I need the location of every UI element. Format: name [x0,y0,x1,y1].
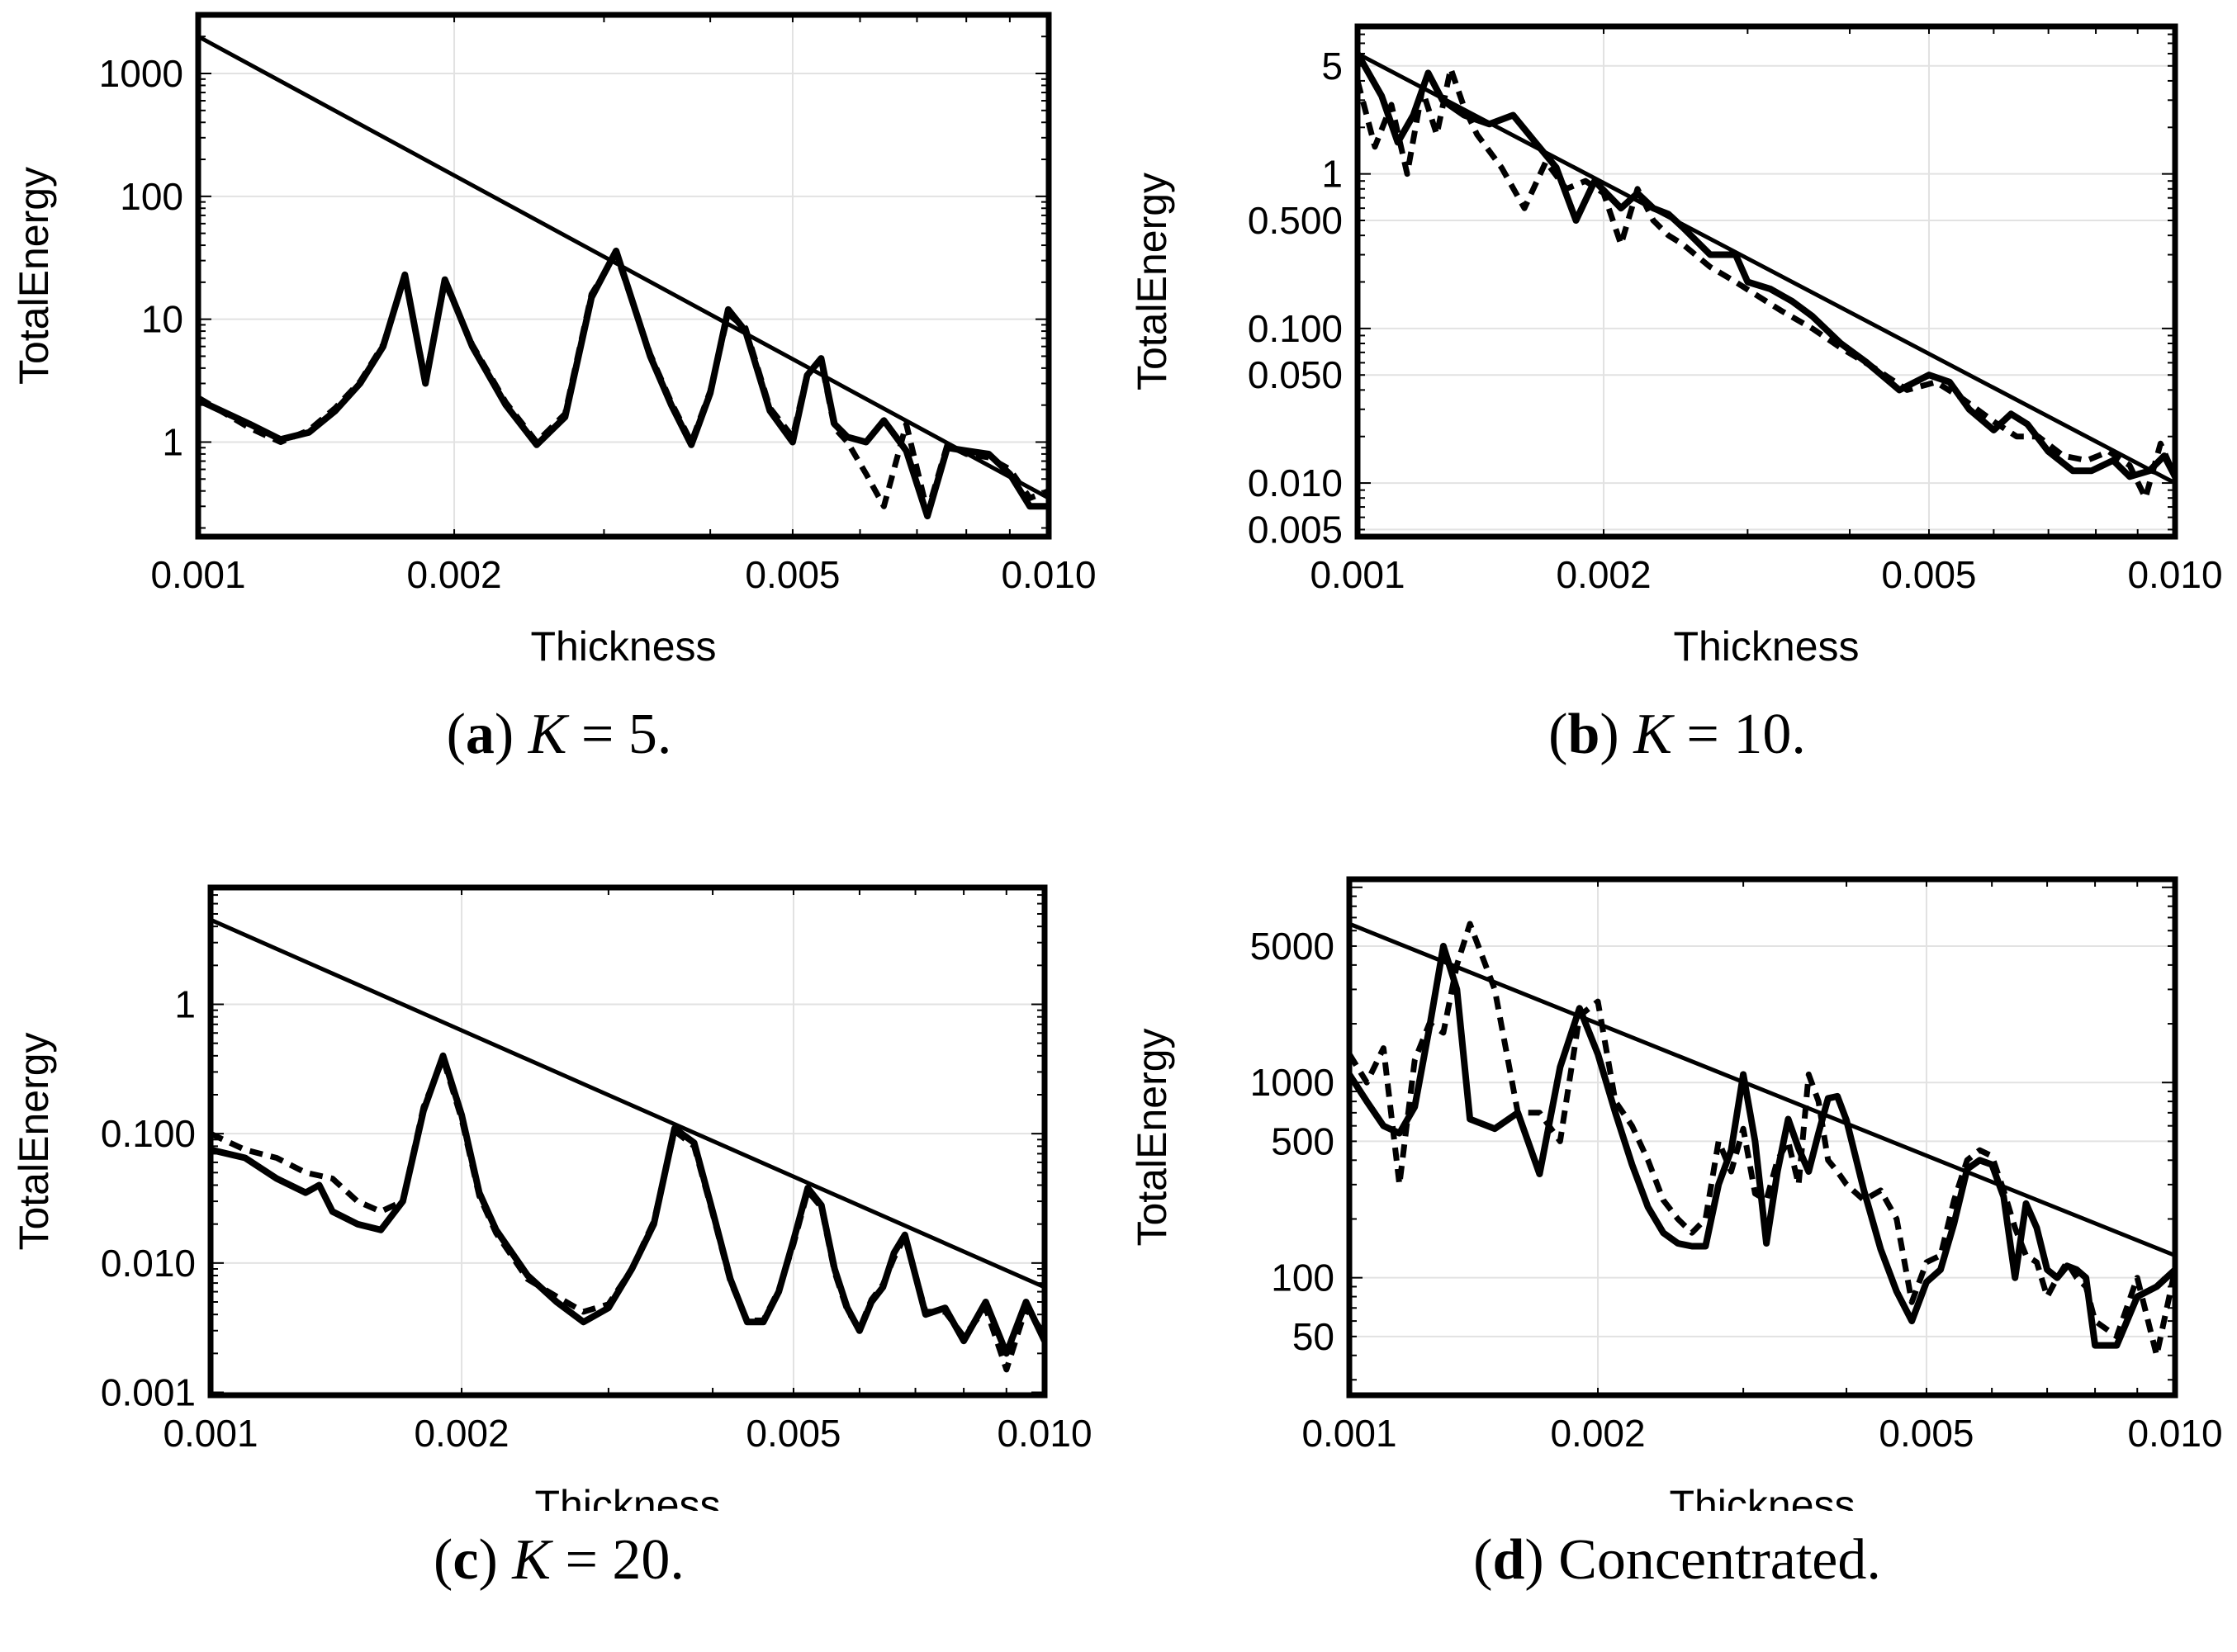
x-axis-label: Thickness [534,1482,720,1511]
series-solid [210,1052,1048,1357]
series-solid [1354,52,2178,480]
caption-b: (b) K = 10. [1548,703,1806,766]
minor-ticks [210,887,1045,1395]
y-tick-label: 1 [162,420,183,463]
caption-c-eq: = 20. [550,1528,685,1592]
chart-c: 0.001 0.002 0.005 0.010 0.001 0.010 0.100 1 Thic… [11,884,1092,1511]
y-tick-label: 0.500 [1248,199,1343,242]
x-axis-label: Thickness [1669,1482,1855,1511]
y-axis-label: TotalEnergy [11,1032,57,1250]
y-tick-label: 0.001 [101,1371,196,1414]
x-tick-label: 0.010 [997,1412,1092,1455]
caption-d: (d) Concentrated. [1473,1528,1881,1592]
y-axis-label: TotalEnergy [11,167,57,385]
series-dashed [209,1055,1047,1373]
y-tick-label: 0.050 [1248,353,1343,396]
caption-d-letter: d [1492,1528,1525,1592]
caption-c-var: K [512,1528,551,1592]
minor-ticks [1357,26,2176,537]
y-tick-label: 1 [1321,153,1343,196]
series-solid [1346,943,2178,1349]
y-tick-label: 100 [1271,1257,1334,1299]
y-tick-label: 0.005 [1248,508,1343,551]
x-tick-label: 0.002 [1550,1412,1645,1455]
caption-a-letter: a [465,703,495,766]
x-tick-label: 0.001 [163,1412,258,1455]
y-tick-label: 100 [120,175,183,218]
panel-c: 0.001 0.002 0.005 0.010 0.001 0.010 0.100 1 Thic… [0,826,1118,1651]
y-tick-label: 50 [1292,1315,1334,1358]
x-tick-label: 0.002 [414,1412,509,1455]
x-tick-label: 0.005 [745,553,840,596]
panel-b: 0.001 0.002 0.005 0.010 0.005 0.010 0.050 0.100… [1118,0,2236,826]
panel-d: 0.001 0.002 0.005 0.010 50 100 500 1000 5000 Thic… [1118,826,2236,1651]
series-solid [197,247,1049,520]
caption-c: (c) K = 20. [434,1528,685,1592]
x-axis-label: Thickness [530,623,716,670]
plot-frame [1346,876,2178,1399]
x-axis-label: Thickness [1673,623,1859,670]
y-tick-label: 1 [174,982,196,1025]
y-tick-label: 5000 [1250,925,1334,968]
x-tick-label: 0.010 [1001,553,1096,596]
caption-a-eq: = 5. [566,703,672,766]
y-tick-label: 10 [141,298,183,341]
x-tick-label: 0.005 [1881,553,1976,596]
caption-b-var: K [1633,703,1672,766]
y-tick-label: 1000 [1250,1061,1334,1104]
x-tick-label: 0.010 [2127,553,2222,596]
x-tick-label: 0.010 [2127,1412,2222,1455]
plot-frame [1354,23,2178,540]
series-bound [1348,921,2176,1258]
plot-frame [207,884,1048,1399]
y-tick-label: 5 [1321,45,1343,88]
panel-a: 0.001 0.002 0.005 0.010 1 10 100 1000 Thickness T… [0,0,1118,826]
x-tick-label: 0.001 [1301,1412,1396,1455]
chart-d: 0.001 0.002 0.005 0.010 50 100 500 1000 5000 Thic… [1129,876,2223,1511]
series-dashed [1347,921,2178,1359]
x-tick-label: 0.001 [1310,553,1405,596]
y-axis-label: TotalEnergy [1129,173,1175,391]
chart-b: 0.001 0.002 0.005 0.0100.0050.0100.0500.100… [1129,23,2223,670]
y-axis-label: TotalEnergy [1129,1028,1175,1246]
caption-b-letter: b [1567,703,1600,766]
y-tick-label: 0.010 [101,1242,196,1285]
series-dashed [197,251,1050,515]
caption-b-eq: = 10. [1671,703,1806,766]
x-tick-label: 0.001 [150,553,245,596]
y-tick-label: 0.100 [1248,307,1343,350]
series-bound [209,917,1046,1290]
y-tick-label: 1000 [99,52,183,95]
y-tick-label: 0.010 [1248,462,1343,504]
caption-c-letter: c [453,1528,479,1592]
y-tick-label: 0.100 [101,1112,196,1155]
chart-a: 0.001 0.002 0.005 0.010 1 10 100 1000 Thickness T… [11,12,1097,670]
caption-d-eq: Concentrated. [1558,1528,1881,1592]
x-tick-label: 0.002 [406,553,501,596]
plot-frame [195,12,1052,540]
x-tick-label: 0.002 [1556,553,1651,596]
caption-a-var: K [528,703,567,766]
x-tick-label: 0.005 [1879,1412,1974,1455]
minor-ticks [1348,879,2176,1395]
caption-a: (a) K = 5. [446,703,672,766]
series-dashed [1354,65,2178,501]
x-tick-label: 0.005 [746,1412,841,1455]
y-tick-label: 500 [1271,1119,1334,1162]
